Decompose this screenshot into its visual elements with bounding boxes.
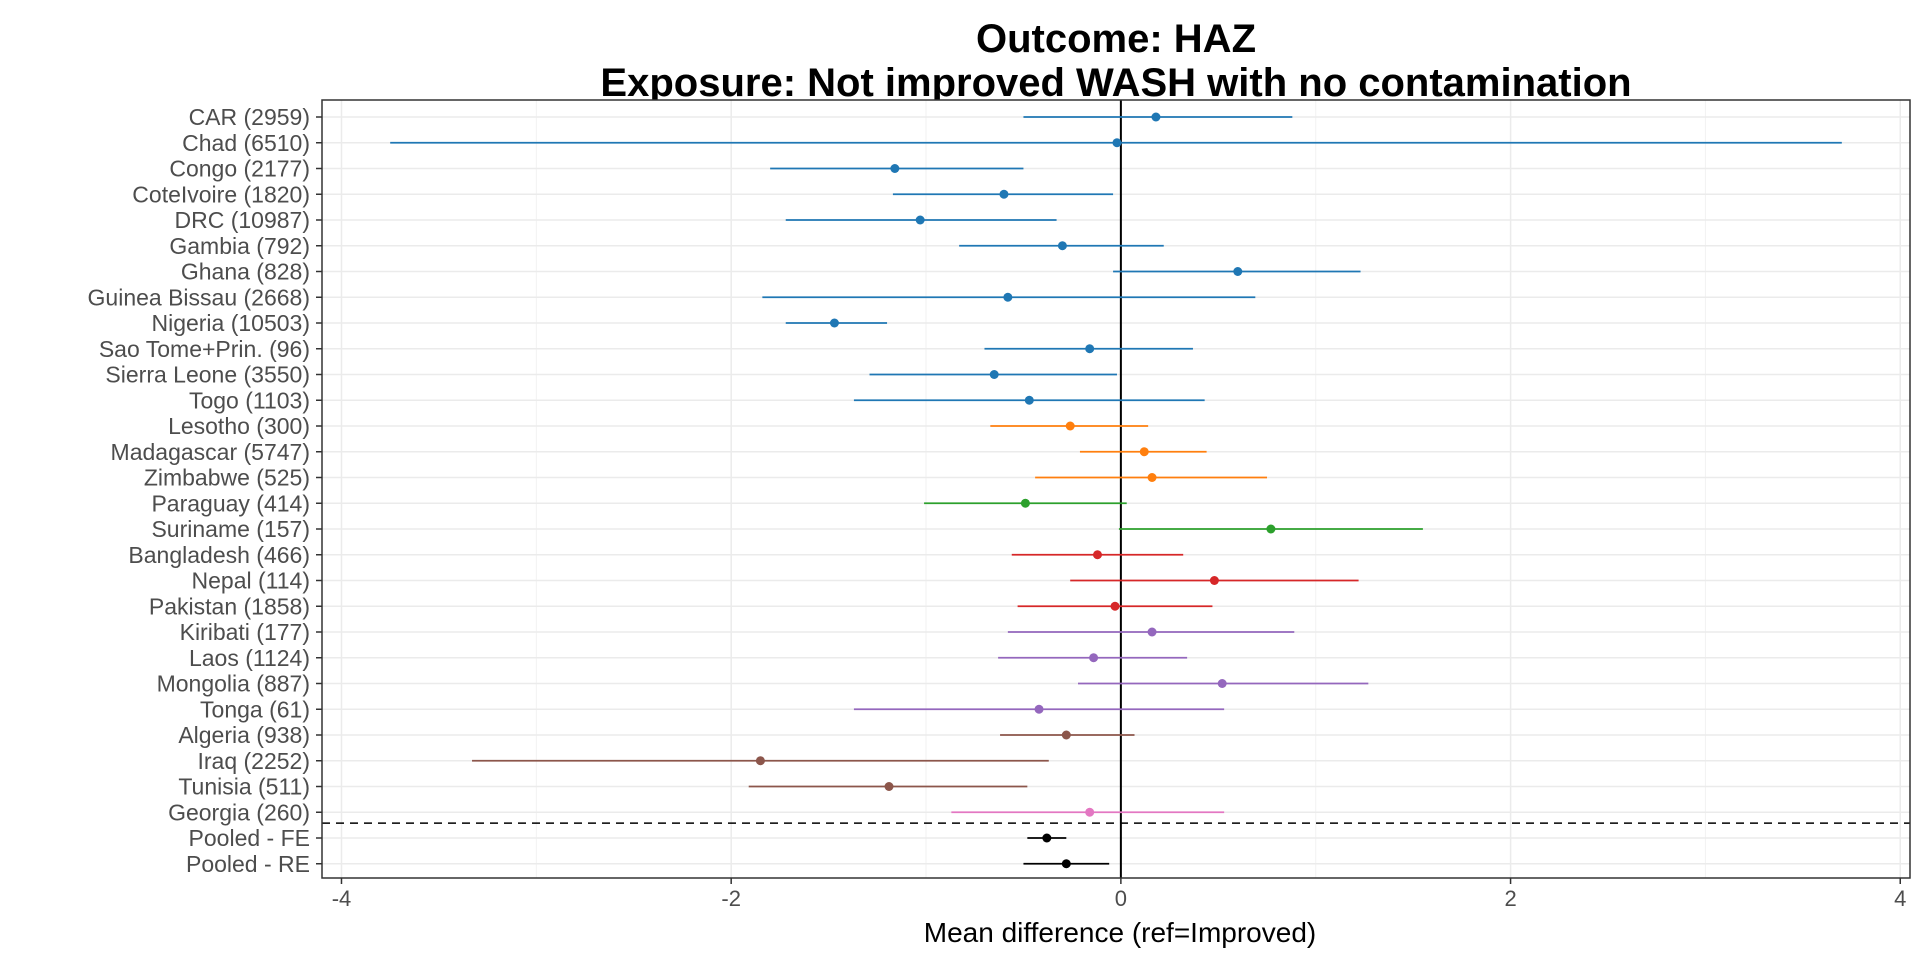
point-estimate: [1151, 112, 1161, 122]
chart-title: Outcome: HAZ: [976, 17, 1256, 61]
point-estimate: [1061, 730, 1071, 740]
point-estimate: [1139, 447, 1149, 457]
row-label: Togo (1103): [189, 387, 310, 413]
point-estimate: [1233, 267, 1243, 276]
point-estimate: [999, 189, 1009, 199]
row-label: Lesotho (300): [168, 413, 310, 439]
point-estimate: [1092, 550, 1102, 560]
row-label: Pakistan (1858): [149, 593, 310, 619]
point-estimate: [1085, 807, 1095, 817]
point-estimate: [989, 370, 999, 379]
panel-border: [321, 99, 1911, 879]
row-label: Laos (1124): [189, 645, 310, 671]
row-label: CAR (2959): [189, 104, 310, 130]
row-label: Nigeria (10503): [151, 310, 310, 336]
row-label: Georgia (260): [168, 799, 310, 825]
point-estimate: [1024, 395, 1034, 405]
row-label: Congo (2177): [169, 156, 310, 182]
row-label: Sao Tome+Prin. (96): [99, 336, 310, 362]
row-label: Paraguay (414): [151, 490, 310, 516]
x-tick-label: 2: [1504, 886, 1516, 911]
point-estimate: [1217, 679, 1227, 688]
chart-subtitle: Exposure: Not improved WASH with no cont…: [600, 61, 1631, 105]
x-axis-title: Mean difference (ref=Improved): [924, 917, 1316, 948]
point-estimate: [1034, 704, 1044, 714]
row-label: Sierra Leone (3550): [105, 362, 310, 388]
point-estimate: [1266, 524, 1276, 534]
row-label: Bangladesh (466): [128, 542, 310, 568]
point-estimate: [1112, 138, 1122, 148]
x-tick-label: -2: [721, 886, 741, 911]
row-label: Tunisia (511): [178, 774, 310, 800]
point-estimate: [1020, 498, 1030, 508]
row-label: Ghana (828): [181, 259, 310, 285]
row-label: Pooled - FE: [189, 825, 310, 851]
point-estimate: [884, 782, 894, 791]
point-estimate: [1061, 859, 1071, 869]
row-label: Madagascar (5747): [111, 439, 310, 465]
point-estimate: [1065, 421, 1075, 431]
row-label: Nepal (114): [192, 568, 310, 594]
point-estimate: [915, 215, 925, 225]
x-tick-label: 0: [1115, 886, 1127, 911]
point-estimate: [1209, 576, 1219, 585]
row-label: CoteIvoire (1820): [132, 181, 310, 207]
row-label: Algeria (938): [178, 722, 310, 748]
row-label: Guinea Bissau (2668): [88, 284, 310, 310]
point-estimate: [829, 318, 839, 328]
row-label: Gambia (792): [169, 233, 310, 259]
row-label: DRC (10987): [175, 207, 311, 233]
point-estimate: [1085, 344, 1095, 354]
row-label: Pooled - RE: [186, 851, 310, 877]
point-estimate: [890, 164, 900, 173]
row-label: Mongolia (887): [157, 671, 310, 697]
plot-panel: [322, 100, 1910, 878]
point-estimate: [1089, 653, 1099, 663]
point-estimate: [1042, 833, 1052, 843]
row-label: Tonga (61): [200, 696, 310, 722]
forest-marks: [322, 100, 1910, 878]
point-estimate: [1057, 241, 1067, 251]
x-tick-label: -4: [332, 886, 352, 911]
row-label: Chad (6510): [182, 130, 310, 156]
axes: CAR (2959)Chad (6510)Congo (2177)CoteIvo…: [88, 99, 1911, 911]
point-estimate: [1147, 473, 1157, 482]
row-label: Iraq (2252): [197, 748, 310, 774]
point-estimate: [1110, 601, 1120, 611]
point-estimate: [755, 756, 765, 766]
row-label: Zimbabwe (525): [144, 465, 310, 491]
point-estimate: [1003, 292, 1013, 302]
point-estimate: [1147, 627, 1157, 637]
x-tick-label: 4: [1894, 886, 1906, 911]
row-label: Kiribati (177): [180, 619, 310, 645]
row-label: Suriname (157): [151, 516, 310, 542]
